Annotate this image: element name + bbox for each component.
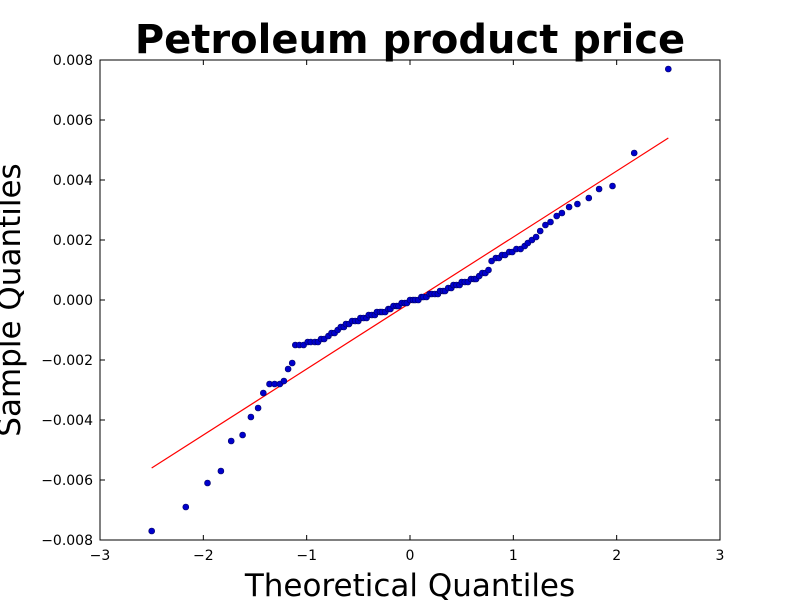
data-point — [664, 65, 672, 73]
data-point — [239, 431, 246, 439]
y-tick-label: 0.006 — [53, 113, 93, 129]
y-tick-label: −0.006 — [41, 473, 93, 489]
x-axis-label: Theoretical Quantiles — [244, 568, 575, 600]
chart-title: Petroleum product price — [135, 17, 685, 63]
data-point — [280, 377, 288, 385]
data-point — [259, 389, 267, 397]
data-point — [547, 218, 554, 226]
data-point — [553, 212, 561, 220]
x-tick-label: −1 — [296, 548, 317, 564]
y-tick-label: 0.002 — [53, 233, 93, 249]
x-tick-label: −3 — [90, 548, 111, 564]
data-point — [247, 413, 255, 421]
data-point — [585, 194, 593, 202]
y-tick-label: 0.004 — [53, 173, 93, 189]
data-point — [182, 503, 190, 511]
y-tick-label: 0.008 — [53, 53, 93, 69]
data-point — [536, 227, 544, 235]
y-tick-label: −0.002 — [41, 353, 93, 369]
x-tick-label: 3 — [716, 548, 725, 564]
data-point — [485, 266, 492, 274]
data-point — [532, 233, 540, 241]
data-point — [574, 200, 581, 208]
y-tick-label: −0.008 — [41, 533, 93, 549]
data-point — [148, 527, 155, 535]
data-point — [204, 479, 211, 487]
y-tick-label: 0.000 — [53, 293, 93, 309]
data-point — [542, 221, 549, 229]
data-point — [595, 185, 603, 193]
data-point — [609, 182, 616, 190]
data-point — [284, 365, 292, 373]
y-tick-label: −0.004 — [41, 413, 93, 429]
x-tick-label: 2 — [612, 548, 621, 564]
data-point — [288, 359, 296, 367]
axis-ticks: −3 −2 −1 0 1 2 3 −0.008 −0.006 −0.004 −0.002 0.000 0… — [41, 53, 724, 564]
data-points — [148, 65, 672, 535]
data-point — [227, 437, 235, 445]
x-tick-label: 0 — [406, 548, 415, 564]
y-axis-label: Sample Quantiles — [0, 163, 28, 436]
data-point — [217, 467, 225, 475]
data-point — [630, 149, 638, 157]
data-point — [558, 209, 566, 217]
x-tick-label: −2 — [193, 548, 214, 564]
data-point — [565, 203, 573, 211]
data-point — [254, 404, 262, 412]
x-tick-label: 1 — [509, 548, 518, 564]
